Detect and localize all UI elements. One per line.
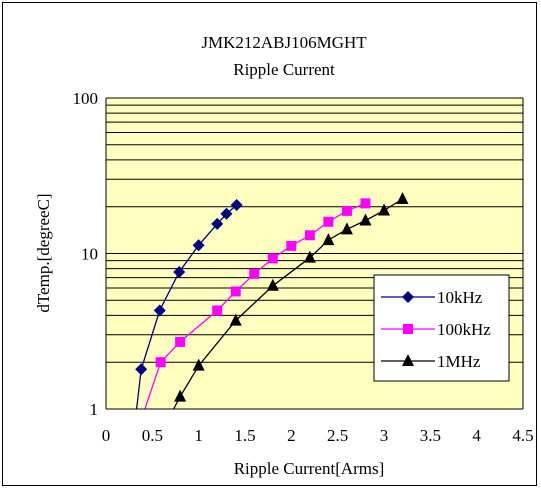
data-point: [378, 203, 390, 216]
x-tick-label: 3.5: [420, 426, 441, 445]
series-group: [135, 192, 409, 410]
data-point: [173, 266, 186, 279]
x-axis-label: Ripple Current[Arms]: [234, 459, 385, 478]
data-point: [155, 357, 166, 368]
x-tick-label: 4.5: [512, 426, 533, 445]
series-1MHz: [173, 192, 409, 410]
tick-labels: 0 0.5 1 1.5 2 2.5 3 3.5 4 4.5 1 10 100: [73, 89, 534, 445]
data-point: [304, 230, 315, 241]
data-point: [192, 239, 205, 252]
chart-frame: JMK212ABJ106MGHT Ripple Current 0 0.5 1 1.5…: [2, 2, 537, 486]
gridlines: [106, 97, 523, 363]
legend-marker: [402, 291, 414, 303]
legend-label: 100kHz: [437, 320, 491, 339]
x-tick-label: 0.5: [142, 426, 163, 445]
data-point: [230, 286, 241, 297]
data-point: [303, 250, 316, 263]
data-point: [322, 233, 335, 246]
data-point: [220, 207, 233, 220]
series-100kHz: [144, 198, 371, 410]
y-axis-label: dTemp.[degreeC]: [34, 193, 53, 312]
x-tick-label: 2.5: [327, 426, 348, 445]
data-point: [230, 199, 243, 212]
data-point: [266, 278, 279, 291]
data-point: [341, 205, 352, 216]
y-tick-label: 10: [81, 245, 98, 264]
ripple-current-chart: JMK212ABJ106MGHT Ripple Current 0 0.5 1 1.5…: [34, 33, 534, 478]
legend-label: 1MHz: [437, 352, 481, 371]
x-tick-label: 1: [194, 426, 203, 445]
data-point: [175, 336, 186, 347]
data-point: [396, 192, 409, 205]
legend: 10kHz 100kHz 1MHz: [373, 274, 510, 382]
legend-marker: [402, 354, 414, 366]
x-tick-label: 0: [102, 426, 111, 445]
chart-subtitle: Ripple Current: [233, 60, 335, 79]
legend-box: [373, 274, 510, 382]
data-point: [323, 216, 334, 227]
chart-title: JMK212ABJ106MGHT: [201, 33, 367, 52]
data-point: [135, 363, 148, 376]
y-tick-label: 1: [90, 400, 99, 419]
data-point: [267, 253, 278, 264]
data-point: [174, 389, 187, 402]
data-point: [359, 213, 372, 226]
data-point: [229, 313, 242, 326]
data-point: [249, 268, 260, 279]
x-tick-label: 2: [287, 426, 296, 445]
axes: [105, 98, 524, 410]
series-10kHz: [135, 199, 243, 410]
data-point: [360, 198, 371, 209]
data-point: [212, 305, 223, 316]
x-tick-label: 4: [472, 426, 481, 445]
data-point: [286, 240, 297, 251]
legend-marker: [403, 324, 413, 334]
x-tick-label: 1.5: [234, 426, 255, 445]
data-point: [340, 222, 353, 235]
data-point: [211, 217, 224, 230]
data-point: [153, 304, 166, 317]
x-tick-label: 3: [380, 426, 389, 445]
y-tick-label: 100: [73, 89, 99, 108]
data-point: [192, 358, 205, 371]
legend-label: 10kHz: [437, 288, 483, 307]
